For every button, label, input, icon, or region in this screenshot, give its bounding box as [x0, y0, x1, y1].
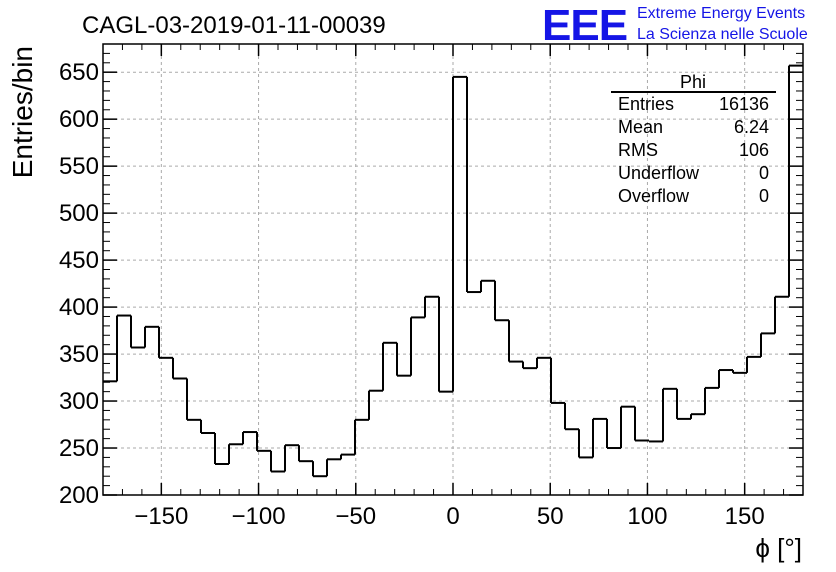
stats-value-entries: 16136 [719, 94, 769, 114]
stats-value-overflow: 0 [759, 186, 769, 206]
logo-line-2: La Scienza nelle Scuole [637, 26, 808, 43]
y-tick-label: 550 [59, 153, 99, 180]
x-tick-label: −150 [134, 503, 188, 530]
axis-ticks [103, 44, 803, 496]
y-tick-label: 300 [59, 388, 99, 415]
stats-label-entries: Entries [618, 94, 674, 114]
x-tick-label: 100 [627, 503, 667, 530]
stats-value-underflow: 0 [759, 163, 769, 183]
y-tick-label: 200 [59, 482, 99, 509]
y-tick-label: 350 [59, 341, 99, 368]
stats-title: Phi [680, 72, 706, 92]
logo-line-1: Extreme Energy Events [637, 5, 805, 22]
y-tick-label: 450 [59, 247, 99, 274]
chart-title: CAGL-03-2019-01-11-00039 [82, 12, 386, 39]
x-axis-label: ϕ [°] [755, 533, 802, 563]
y-tick-label: 250 [59, 435, 99, 462]
x-tick-label: 150 [725, 503, 765, 530]
y-axis-label: Entries/bin [7, 46, 38, 178]
y-tick-label: 500 [59, 200, 99, 227]
x-tick-label: 50 [537, 503, 564, 530]
stats-value-mean: 6.24 [734, 117, 769, 137]
x-tick-label: −100 [232, 503, 286, 530]
y-tick-labels: 200 250 300 350 400 450 500 550 600 650 [59, 59, 99, 509]
y-tick-label: 650 [59, 59, 99, 86]
x-tick-label: 0 [446, 503, 459, 530]
y-tick-label: 600 [59, 106, 99, 133]
y-tick-label: 400 [59, 294, 99, 321]
stats-label-underflow: Underflow [618, 163, 700, 183]
stats-label-overflow: Overflow [618, 186, 690, 206]
stats-label-rms: RMS [618, 140, 658, 160]
histogram-bins [103, 64, 803, 478]
x-tick-label: −50 [335, 503, 376, 530]
eee-logo-mark: EEE [542, 1, 627, 50]
stats-label-mean: Mean [618, 117, 663, 137]
stats-value-rms: 106 [739, 140, 769, 160]
stats-box: Phi Entries 16136 Mean 6.24 RMS 106 Unde… [611, 72, 776, 206]
x-tick-labels: −150 −100 −50 0 50 100 150 [134, 503, 764, 530]
